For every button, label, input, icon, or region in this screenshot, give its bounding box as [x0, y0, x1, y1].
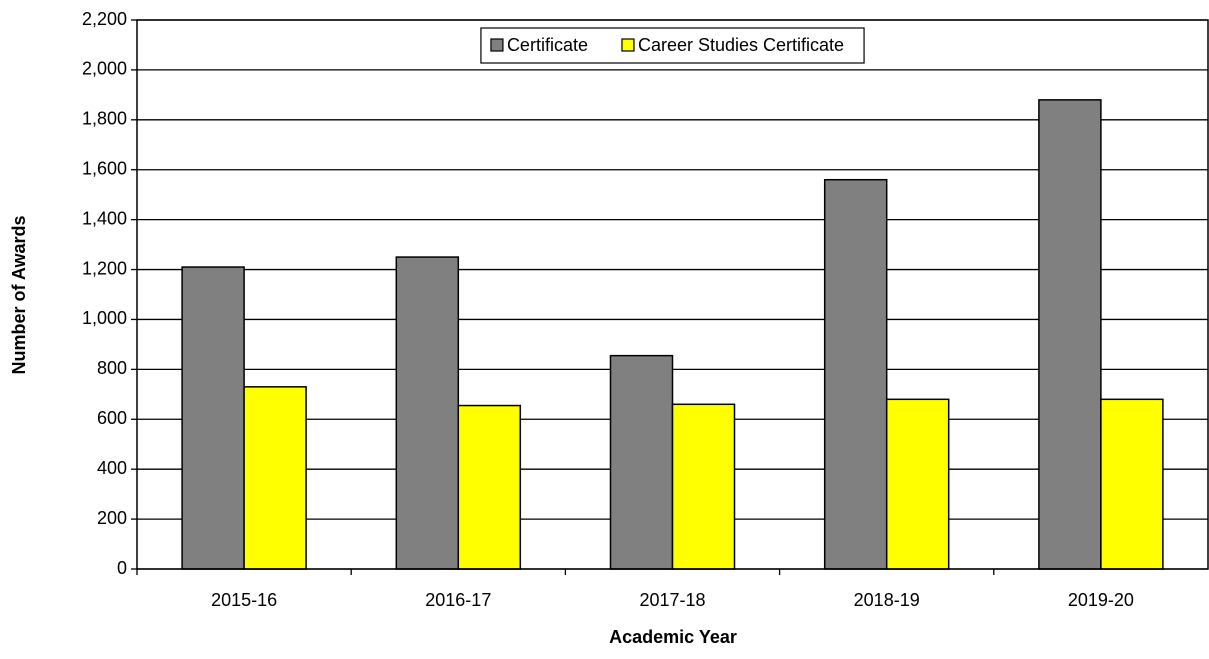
- legend-swatch: [621, 38, 635, 52]
- y-tick-label: 400: [97, 458, 127, 478]
- bar: [1038, 99, 1102, 570]
- bar: [609, 354, 674, 570]
- x-tick-label: 2019-20: [1068, 590, 1134, 610]
- y-tick-label: 1,600: [82, 158, 127, 178]
- bar: [181, 266, 245, 570]
- y-tick-label: 800: [97, 358, 127, 378]
- legend-label: Career Studies Certificate: [638, 35, 844, 55]
- y-tick-label: 1,400: [82, 208, 127, 228]
- bar: [395, 256, 460, 570]
- y-tick-label: 1,000: [82, 308, 127, 328]
- y-tick-label: 1,800: [82, 109, 127, 129]
- x-tick-label: 2015-16: [211, 590, 277, 610]
- y-tick-label: 2,000: [82, 59, 127, 79]
- plot-border: [136, 19, 1209, 570]
- bar: [671, 403, 736, 570]
- bar: [1100, 398, 1164, 570]
- x-tick-label: 2018-19: [854, 590, 920, 610]
- legend-swatch: [490, 38, 504, 52]
- y-tick-label: 2,200: [82, 9, 127, 29]
- y-tick-label: 1,200: [82, 258, 127, 278]
- bar: [243, 386, 307, 570]
- y-tick-label: 600: [97, 408, 127, 428]
- legend-box: [480, 27, 865, 64]
- x-tick-label: 2017-18: [639, 590, 705, 610]
- x-tick-label: 2016-17: [425, 590, 491, 610]
- legend-label: Certificate: [507, 35, 588, 55]
- y-tick-label: 0: [117, 558, 127, 578]
- y-axis-title: Number of Awards: [9, 215, 29, 374]
- x-axis-title: Academic Year: [609, 627, 737, 647]
- y-tick-label: 200: [97, 508, 127, 528]
- bar: [823, 178, 888, 570]
- bar: [885, 398, 950, 570]
- legend: Certificate Career Studies Certificate: [480, 27, 865, 64]
- bar: [457, 404, 522, 570]
